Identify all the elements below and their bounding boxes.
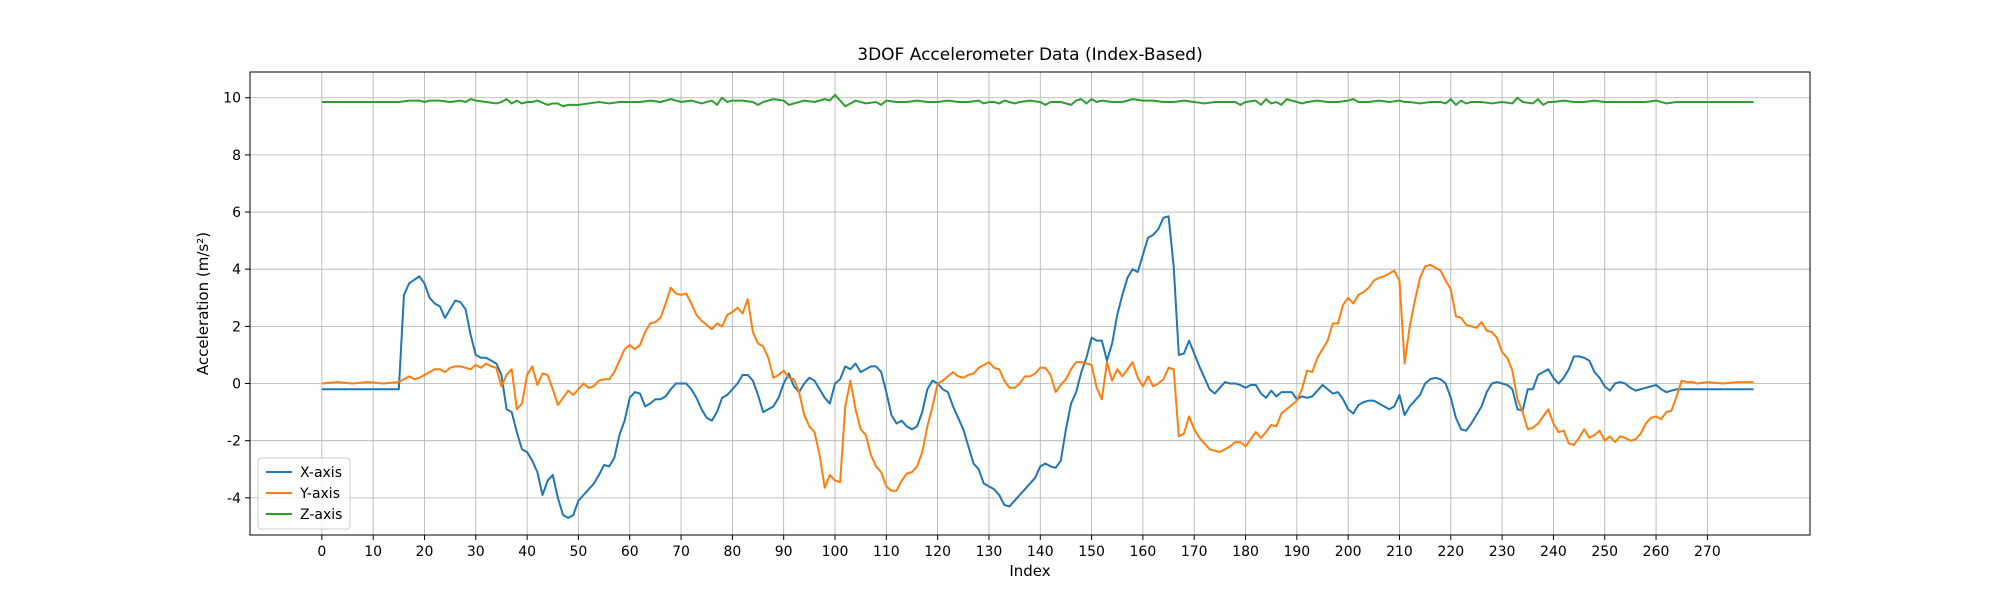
- x-tick-label: 140: [1027, 544, 1054, 560]
- y-tick-label: -4: [227, 491, 241, 507]
- series-lines: [321, 93, 1754, 519]
- y-tick-label: 2: [232, 319, 241, 335]
- x-tick-label: 270: [1694, 544, 1721, 560]
- y-tick-label: 4: [232, 262, 241, 278]
- legend-label: Y-axis: [299, 486, 340, 502]
- series-line-x-axis: [321, 215, 1754, 519]
- plot-frame: [249, 71, 1811, 536]
- grid-lines: [250, 72, 1810, 535]
- x-tick-label: 40: [518, 544, 536, 560]
- x-tick-label: 100: [822, 544, 849, 560]
- axis-ticks: 0 10 20 30 40 50 60 70 80 90 100 110 120 130 140 150 160…: [223, 91, 1721, 560]
- x-tick-label: 10: [364, 544, 382, 560]
- x-tick-label: 30: [467, 544, 485, 560]
- x-tick-label: 230: [1489, 544, 1516, 560]
- x-tick-label: 20: [416, 544, 434, 560]
- x-tick-label: 220: [1437, 544, 1464, 560]
- x-tick-label: 210: [1386, 544, 1413, 560]
- x-tick-label: 120: [924, 544, 951, 560]
- x-tick-label: 170: [1181, 544, 1208, 560]
- x-tick-label: 150: [1078, 544, 1105, 560]
- x-tick-label: 80: [723, 544, 741, 560]
- x-tick-label: 90: [775, 544, 793, 560]
- y-tick-label: 10: [223, 91, 241, 107]
- legend-label: Z-axis: [300, 507, 342, 523]
- x-tick-label: 160: [1130, 544, 1157, 560]
- x-tick-label: 70: [672, 544, 690, 560]
- x-tick-label: 50: [570, 544, 588, 560]
- y-tick-label: 8: [232, 148, 241, 164]
- legend: X-axis Y-axis Z-axis: [257, 457, 351, 530]
- x-tick-label: 190: [1283, 544, 1310, 560]
- legend-label: X-axis: [300, 465, 342, 481]
- series-line-z-axis: [321, 93, 1754, 108]
- chart-title: 3DOF Accelerometer Data (Index-Based): [857, 45, 1202, 65]
- y-tick-label: 0: [232, 377, 241, 393]
- x-tick-label: 110: [873, 544, 900, 560]
- x-tick-label: 240: [1540, 544, 1567, 560]
- y-axis-title: Acceleration (m/s²): [194, 232, 212, 375]
- x-tick-label: 0: [317, 544, 326, 560]
- series-line-y-axis: [321, 263, 1754, 492]
- x-tick-label: 200: [1335, 544, 1362, 560]
- legend-box: [257, 457, 351, 530]
- x-tick-label: 250: [1591, 544, 1618, 560]
- x-axis-title: Index: [1009, 562, 1050, 580]
- x-tick-label: 130: [976, 544, 1003, 560]
- y-tick-label: 6: [232, 205, 241, 221]
- x-tick-label: 260: [1643, 544, 1670, 560]
- y-tick-label: -2: [227, 434, 241, 450]
- x-tick-label: 60: [621, 544, 639, 560]
- x-tick-label: 180: [1232, 544, 1259, 560]
